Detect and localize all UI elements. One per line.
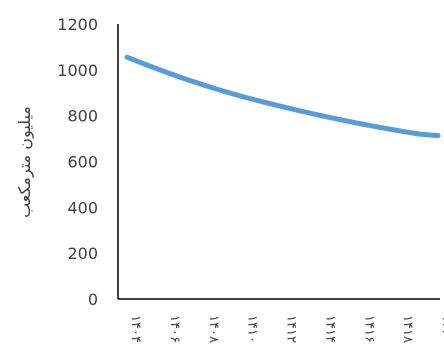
data-point bbox=[318, 113, 324, 119]
data-point bbox=[299, 108, 305, 114]
x-tick-label: ۱۴۱۰ bbox=[245, 315, 260, 343]
y-tick-label: 1000 bbox=[57, 61, 98, 80]
data-point bbox=[396, 128, 402, 134]
series-layer bbox=[124, 54, 441, 139]
data-point bbox=[241, 94, 247, 100]
y-tick-label: 800 bbox=[67, 107, 98, 126]
y-axis-tick-labels: 0 200 400 600 800 1000 1200 bbox=[57, 15, 98, 309]
x-tick-label: ۱۴۲۰ bbox=[439, 315, 444, 343]
data-point bbox=[221, 88, 227, 94]
series-line bbox=[124, 54, 441, 139]
y-tick-label: 1200 bbox=[57, 15, 98, 34]
x-tick-label: ۱۴۱۶ bbox=[361, 315, 376, 343]
x-axis-tick-labels: ۱۴۰۴ ۱۴۰۶ ۱۴۰۸ ۱۴۱۰ ۱۴۱۲ ۱۴۱۴ ۱۴۱۶ ۱۴۱۸ ۱۴۲۰ bbox=[128, 315, 444, 343]
y-axis-title-group: میلیون مترمکعب bbox=[15, 106, 35, 218]
data-point bbox=[280, 104, 285, 110]
y-tick-label: 0 bbox=[88, 290, 98, 309]
x-tick-label: ۱۴۱۸ bbox=[400, 315, 415, 343]
y-tick-label: 600 bbox=[67, 153, 98, 172]
y-axis-title: میلیون مترمکعب bbox=[15, 106, 35, 218]
data-point bbox=[260, 99, 266, 105]
axes bbox=[117, 24, 440, 300]
data-point bbox=[435, 133, 441, 139]
data-point bbox=[124, 54, 130, 60]
data-point bbox=[163, 69, 169, 75]
data-point bbox=[377, 124, 383, 130]
data-point bbox=[143, 62, 149, 68]
data-point bbox=[357, 121, 363, 127]
x-tick-label: ۱۴۰۶ bbox=[167, 315, 182, 343]
data-point bbox=[416, 131, 422, 137]
data-point bbox=[202, 82, 208, 88]
y-tick-label: 400 bbox=[67, 198, 98, 217]
x-tick-label: ۱۴۰۸ bbox=[206, 315, 221, 343]
data-point bbox=[182, 76, 188, 82]
y-tick-label: 200 bbox=[67, 244, 98, 263]
x-tick-label: ۱۴۰۴ bbox=[128, 315, 143, 343]
data-point bbox=[338, 117, 344, 123]
x-tick-label: ۱۴۱۴ bbox=[322, 315, 337, 343]
x-tick-label: ۱۴۱۲ bbox=[284, 315, 299, 343]
